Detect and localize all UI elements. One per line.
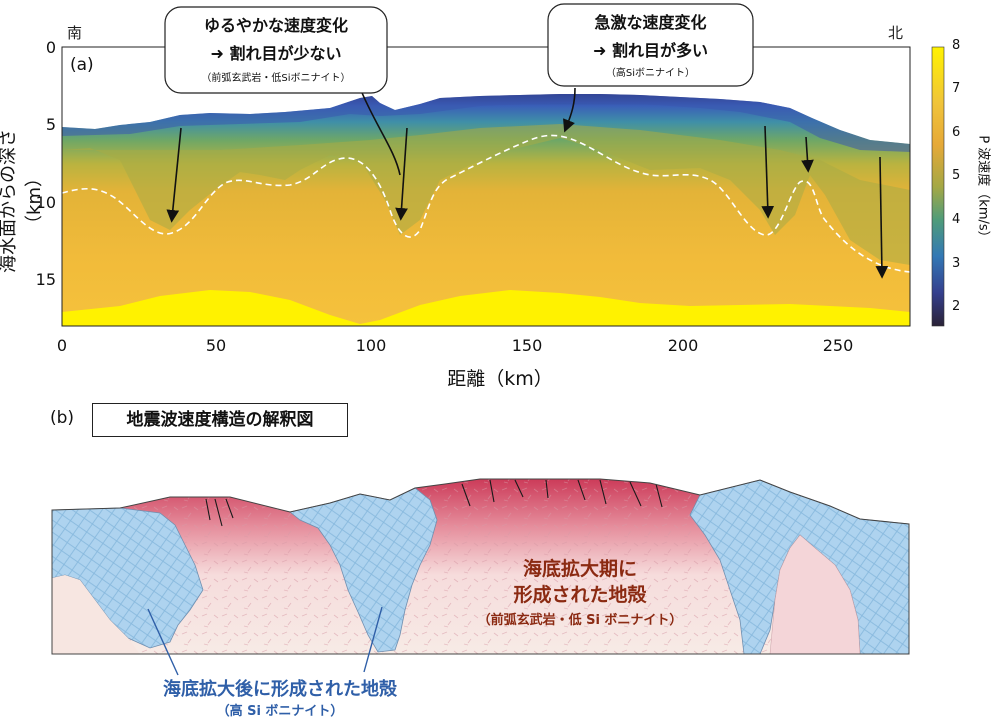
mantle-layer <box>62 290 910 326</box>
callout-left-note: （前弧玄武岩・低Siボニナイト） <box>201 73 351 84</box>
cb-tick-8: 8 <box>952 38 961 53</box>
x-tick-0: 0 <box>56 336 68 355</box>
callout-right-line2: ➜ 割れ目が多い <box>593 41 708 60</box>
panel-a <box>61 3 945 327</box>
callout-right-box <box>547 3 754 87</box>
fracture-lines <box>205 479 663 527</box>
red-label-note: （前弧玄武岩・低 Si ボニナイト） <box>477 613 683 628</box>
arrow-3 <box>563 87 576 133</box>
red-crust-texture <box>52 479 909 654</box>
arrow-2 <box>395 127 408 221</box>
panel-b-title: 地震波速度構造の解釈図 <box>92 403 348 437</box>
x-tick-150: 150 <box>511 336 543 355</box>
callout-left-box <box>164 6 388 94</box>
callout-right-line1: 急激な速度変化 <box>594 13 707 32</box>
y-tick-10: 10 <box>35 193 56 212</box>
arrow-1 <box>166 127 182 223</box>
south-label: 南 <box>67 24 83 42</box>
red-crust-corner <box>52 575 140 654</box>
transition-zone <box>62 124 910 265</box>
arrow-5 <box>801 136 814 173</box>
y-tick-5: 5 <box>45 115 56 134</box>
callout-pointer <box>359 87 401 176</box>
crack-arrows <box>166 87 889 279</box>
callout-left-line1: ゆるやかな速度変化 <box>203 16 348 35</box>
y-tick-15: 15 <box>35 270 56 289</box>
x-tick-50: 50 <box>205 336 227 355</box>
x-tick-200: 200 <box>667 336 699 355</box>
red-crust-island <box>769 534 861 655</box>
arrow-4 <box>761 125 775 219</box>
colorbar <box>931 46 945 327</box>
x-tick-100: 100 <box>355 336 387 355</box>
blue-label-line1: 海底拡大後に形成された地殻 <box>163 679 397 700</box>
blue-label-note: （高 Si ボニナイト） <box>216 704 344 719</box>
y-axis-label: 海水面からの深さ（km） <box>0 129 45 273</box>
callout-right-note: （高Siボニナイト） <box>605 68 696 79</box>
cb-tick-6: 6 <box>952 125 961 140</box>
plot-frame <box>61 46 911 327</box>
red-label-line1: 海底拡大期に <box>522 558 637 580</box>
cross-section-outline <box>51 478 910 655</box>
cb-tick-4: 4 <box>952 212 961 227</box>
x-axis-label: 距離（km） <box>447 368 553 390</box>
panel-b-label: (b) <box>50 408 75 428</box>
blue-label-pointers <box>147 606 383 676</box>
panel-a-label: (a) <box>70 55 94 75</box>
cb-tick-7: 7 <box>952 81 961 96</box>
cb-tick-5: 5 <box>952 168 961 183</box>
low-velocity-band <box>62 94 910 152</box>
x-tick-250: 250 <box>822 336 854 355</box>
colorbar-label: P 波速度（km/s） <box>975 135 991 244</box>
north-label: 北 <box>888 24 904 42</box>
cb-tick-2: 2 <box>952 299 961 314</box>
callout-left-line2: ➜ 割れ目が少ない <box>210 44 342 63</box>
cb-tick-3: 3 <box>952 256 961 271</box>
panel-b <box>51 478 910 676</box>
arrow-6 <box>875 156 889 279</box>
red-label-line2: 形成された地殻 <box>513 584 647 606</box>
y-tick-0: 0 <box>45 38 56 57</box>
